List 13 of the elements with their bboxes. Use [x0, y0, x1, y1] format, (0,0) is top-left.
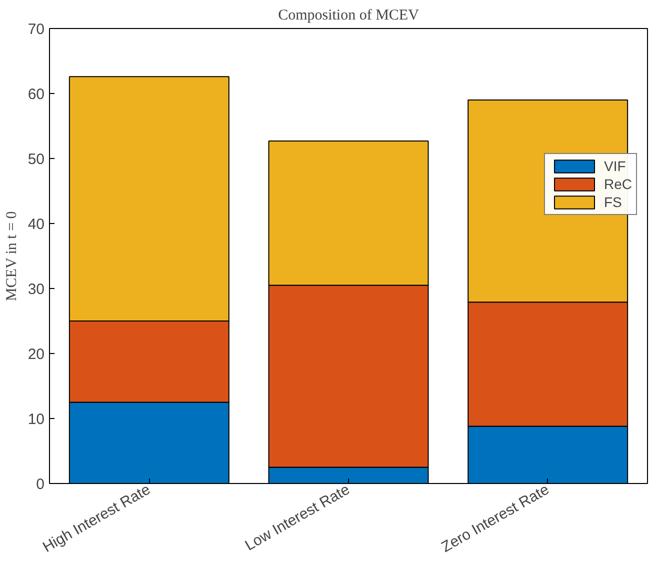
- y-tick-label: 40: [28, 216, 45, 233]
- y-tick-label: 60: [28, 86, 45, 103]
- y-axis-title: MCEV in t = 0: [4, 211, 20, 302]
- y-tick-label: 50: [28, 151, 45, 168]
- y-tick-label: 20: [28, 346, 45, 363]
- y-tick-label: 70: [28, 21, 45, 38]
- y-tick-label: 30: [28, 281, 45, 298]
- legend-label: VIF: [604, 158, 626, 174]
- legend-label: ReC: [604, 176, 632, 192]
- y-tick-label: 0: [36, 476, 44, 493]
- legend-label: FS: [604, 194, 623, 210]
- chart-title: Composition of MCEV: [278, 8, 420, 24]
- y-tick-label: 10: [28, 411, 45, 428]
